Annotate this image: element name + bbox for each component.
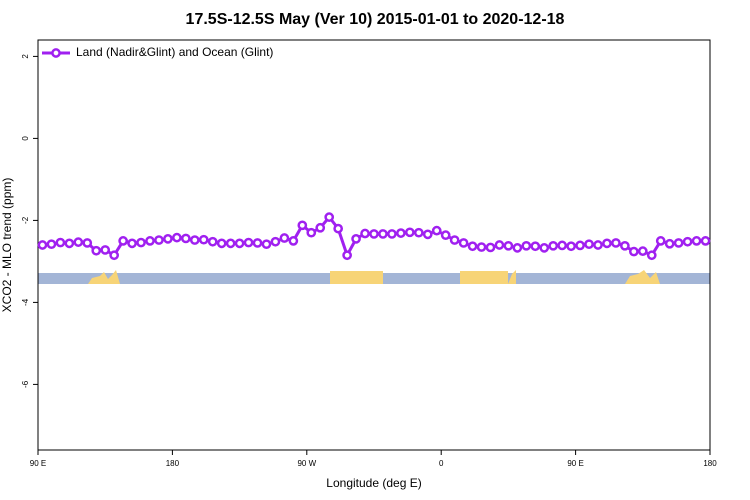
y-tick-label: -2: [21, 216, 30, 224]
data-point: [700, 236, 711, 246]
legend-label: Land (Nadir&Glint) and Ocean (Glint): [76, 45, 273, 59]
data-point: [136, 237, 146, 248]
data-point: [413, 227, 424, 238]
chart-title: 17.5S-12.5S May (Ver 10) 2015-01-01 to 2…: [186, 11, 565, 28]
data-point: [270, 236, 281, 247]
data-point: [646, 250, 657, 261]
y-tick-label: -4: [21, 298, 30, 306]
data-point: [216, 238, 227, 249]
data-point: [503, 240, 514, 251]
x-tick-label: 90 E: [567, 459, 583, 468]
data-point: [530, 241, 541, 252]
data-point: [476, 242, 487, 252]
data-point: [664, 238, 675, 249]
data-point: [73, 237, 84, 247]
x-tick-label: 180: [703, 459, 717, 468]
data-point: [225, 238, 236, 249]
data-point: [628, 246, 639, 257]
data-point: [163, 234, 173, 244]
data-point: [620, 240, 630, 251]
data-point: [512, 243, 523, 253]
data-point: [118, 236, 128, 246]
data-point: [637, 246, 648, 256]
data-point: [682, 236, 693, 247]
data-point: [109, 250, 120, 261]
data-point: [673, 238, 684, 248]
data-point: [449, 235, 460, 245]
data-point: [55, 237, 66, 248]
data-point: [37, 240, 48, 250]
data-point: [655, 236, 666, 246]
data-point: [584, 239, 594, 250]
data-point: [279, 233, 290, 243]
y-tick-label: 0: [21, 136, 30, 141]
data-point: [243, 237, 254, 248]
x-tick-label: 90 W: [297, 459, 316, 468]
data-point: [494, 240, 505, 250]
data-point: [575, 240, 585, 251]
data-point: [467, 241, 478, 252]
data-point: [324, 212, 335, 222]
data-point: [315, 222, 326, 233]
data-point: [91, 245, 102, 256]
data-point: [100, 245, 111, 255]
data-point: [360, 228, 370, 239]
data-point: [378, 229, 388, 239]
data-point: [422, 229, 433, 240]
x-tick-label: 0: [439, 459, 444, 468]
y-axis-label: XCO2 - MLO trend (ppm): [0, 178, 14, 313]
data-point: [521, 240, 532, 251]
data-point: [297, 220, 308, 231]
data-point: [252, 238, 263, 248]
data-point: [234, 238, 245, 249]
data-point: [458, 238, 469, 248]
data-point: [333, 223, 344, 234]
data-point: [396, 228, 406, 238]
data-point: [557, 240, 568, 251]
data-point: [198, 234, 209, 245]
data-point: [369, 229, 379, 239]
data-point: [387, 229, 397, 239]
data-point: [127, 238, 137, 249]
data-point: [351, 234, 361, 244]
x-tick-label: 90 E: [30, 459, 46, 468]
data-point: [172, 232, 182, 243]
data-point: [261, 239, 272, 250]
land-ocean-strip: [38, 270, 710, 284]
data-point: [611, 238, 621, 248]
data-point: [485, 242, 496, 253]
legend-marker: [51, 48, 61, 58]
x-tick-label: 180: [166, 459, 180, 468]
data-point: [539, 243, 550, 253]
data-point: [548, 240, 559, 251]
data-point: [180, 233, 191, 244]
data-point: [145, 236, 155, 246]
data-point: [593, 240, 603, 250]
data-point: [207, 236, 218, 247]
data-point: [566, 241, 576, 252]
data-point: [306, 227, 317, 238]
data-point: [189, 235, 200, 245]
data-point: [404, 227, 415, 238]
data-point: [82, 238, 93, 248]
data-point: [602, 238, 612, 249]
data-point: [342, 250, 352, 261]
y-tick-label: -6: [21, 380, 30, 388]
x-axis-label: Longitude (deg E): [326, 476, 421, 490]
data-point: [154, 235, 164, 245]
data-point: [46, 239, 57, 250]
data-point: [64, 238, 75, 249]
data-point: [440, 230, 451, 241]
y-tick-label: 2: [21, 54, 30, 59]
data-point: [431, 225, 442, 236]
data-point: [691, 236, 702, 246]
data-point: [288, 236, 299, 246]
